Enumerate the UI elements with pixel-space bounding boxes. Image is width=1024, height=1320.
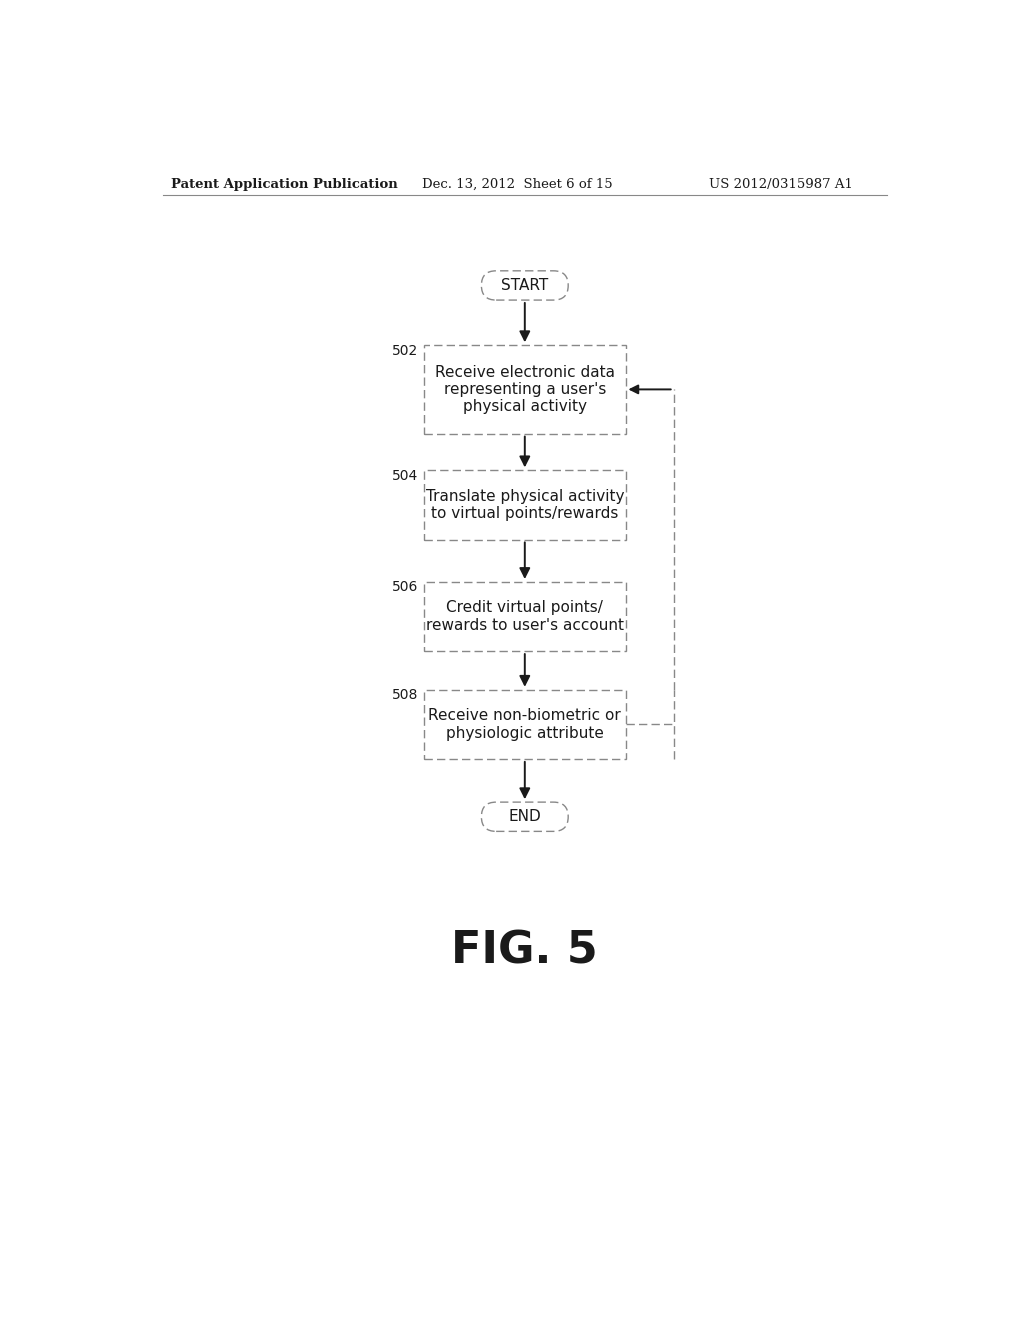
Text: 508: 508	[391, 688, 418, 702]
Text: 502: 502	[391, 343, 418, 358]
Text: Credit virtual points/
rewards to user's account: Credit virtual points/ rewards to user's…	[426, 601, 624, 632]
Text: 506: 506	[391, 581, 418, 594]
Text: US 2012/0315987 A1: US 2012/0315987 A1	[710, 178, 853, 190]
Bar	[424, 470, 626, 540]
Text: Translate physical activity
to virtual points/rewards: Translate physical activity to virtual p…	[426, 488, 624, 521]
Text: Patent Application Publication: Patent Application Publication	[171, 178, 397, 190]
Text: START: START	[501, 279, 549, 293]
Text: END: END	[509, 809, 541, 824]
Text: Dec. 13, 2012  Sheet 6 of 15: Dec. 13, 2012 Sheet 6 of 15	[423, 178, 613, 190]
Bar	[424, 582, 626, 651]
Text: Receive non-biometric or
physiologic attribute: Receive non-biometric or physiologic att…	[428, 708, 622, 741]
Bar	[424, 345, 626, 434]
Text: FIG. 5: FIG. 5	[452, 931, 598, 973]
FancyBboxPatch shape	[481, 803, 568, 832]
Bar	[424, 689, 626, 759]
FancyBboxPatch shape	[481, 271, 568, 300]
Text: Receive electronic data
representing a user's
physical activity: Receive electronic data representing a u…	[435, 364, 614, 414]
Text: 504: 504	[391, 469, 418, 483]
